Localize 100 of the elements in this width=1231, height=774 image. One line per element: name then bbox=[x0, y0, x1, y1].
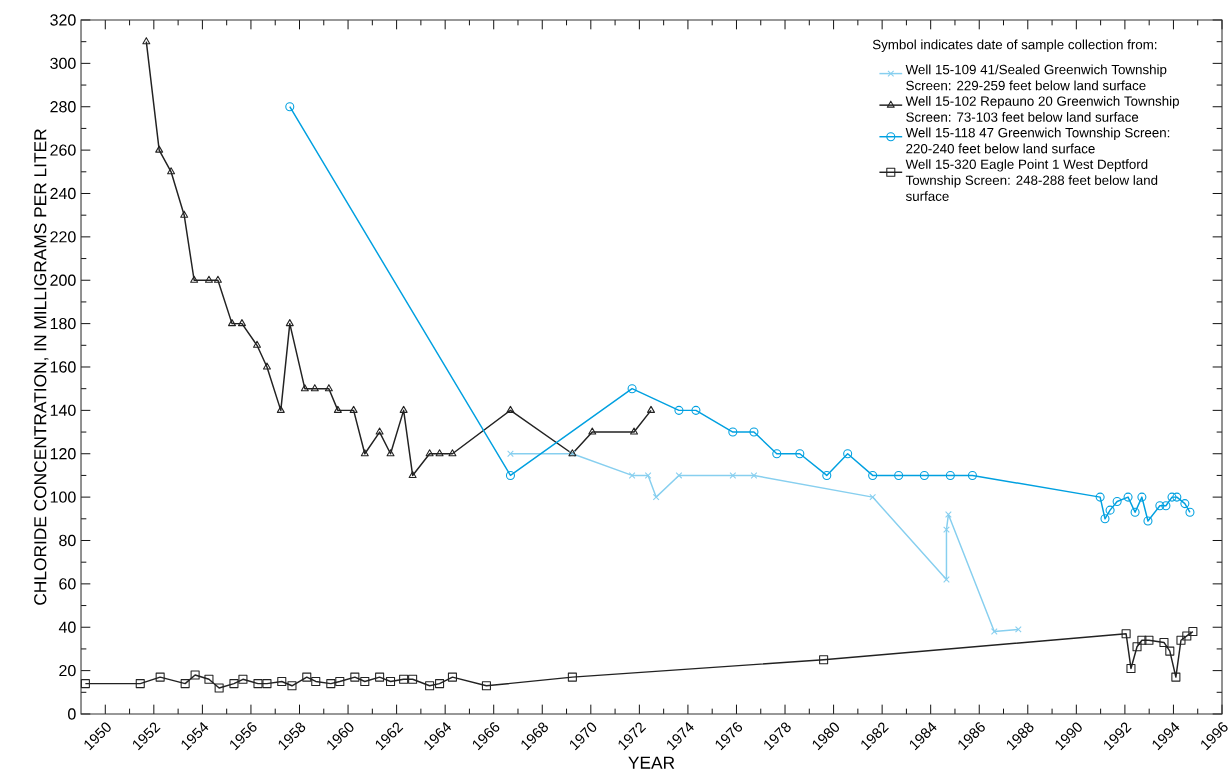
point bbox=[1132, 642, 1142, 652]
point bbox=[506, 405, 515, 413]
point bbox=[691, 405, 701, 415]
point bbox=[843, 449, 853, 459]
point bbox=[190, 670, 200, 680]
point bbox=[1095, 492, 1105, 502]
point bbox=[1159, 637, 1169, 647]
point bbox=[822, 470, 832, 480]
point bbox=[386, 676, 396, 686]
point bbox=[349, 405, 358, 413]
x-axis-title: YEAR bbox=[628, 756, 675, 769]
point bbox=[238, 674, 248, 684]
point bbox=[302, 672, 312, 682]
point bbox=[1171, 672, 1181, 682]
point bbox=[285, 102, 295, 112]
point bbox=[628, 472, 636, 479]
y-tick-label: 40 bbox=[58, 621, 76, 633]
point bbox=[335, 676, 345, 686]
point bbox=[204, 275, 213, 283]
point bbox=[276, 405, 285, 413]
point bbox=[675, 472, 683, 479]
point bbox=[425, 681, 435, 691]
point bbox=[728, 427, 738, 437]
point bbox=[447, 672, 457, 682]
point bbox=[481, 681, 491, 691]
point bbox=[652, 493, 660, 501]
point bbox=[1100, 514, 1110, 524]
y-tick-label: 280 bbox=[50, 101, 76, 113]
point bbox=[630, 427, 639, 435]
legend-title: Symbol indicates date of sample collection from: bbox=[872, 39, 1157, 52]
point bbox=[943, 526, 950, 534]
y-tick-label: 240 bbox=[50, 187, 76, 200]
point bbox=[627, 384, 637, 394]
point bbox=[588, 427, 597, 435]
point bbox=[749, 427, 759, 437]
point bbox=[1165, 646, 1175, 656]
point bbox=[819, 655, 829, 665]
point bbox=[300, 384, 309, 392]
point bbox=[795, 449, 805, 459]
point bbox=[311, 676, 321, 686]
point bbox=[262, 362, 271, 370]
y-tick-label: 120 bbox=[50, 448, 76, 460]
point bbox=[1121, 629, 1131, 639]
point bbox=[214, 683, 224, 693]
point bbox=[674, 405, 684, 415]
point bbox=[237, 319, 246, 327]
point bbox=[919, 470, 929, 480]
point bbox=[190, 275, 199, 283]
point bbox=[228, 319, 237, 327]
point bbox=[408, 674, 418, 684]
point bbox=[229, 679, 239, 689]
point bbox=[310, 384, 319, 392]
point bbox=[213, 275, 222, 283]
legend-label: Well 15-102 Repauno 20 Greenwich Township Screen: 73-103 feet below land surface bbox=[905, 96, 1179, 122]
point bbox=[507, 450, 514, 458]
point bbox=[155, 145, 164, 153]
point bbox=[408, 470, 417, 478]
point bbox=[399, 405, 408, 413]
point bbox=[1155, 501, 1165, 511]
point bbox=[868, 470, 878, 480]
point bbox=[285, 319, 294, 327]
point bbox=[967, 470, 977, 480]
y-tick-label: 180 bbox=[50, 317, 76, 330]
point bbox=[1105, 505, 1115, 515]
y-tick-label: 100 bbox=[50, 491, 76, 503]
point bbox=[894, 470, 904, 480]
point bbox=[505, 470, 515, 480]
point bbox=[180, 210, 189, 218]
point bbox=[375, 672, 385, 682]
point bbox=[644, 472, 652, 479]
point bbox=[990, 628, 998, 635]
y-tick-label: 140 bbox=[50, 404, 76, 417]
point bbox=[425, 449, 434, 457]
point bbox=[1161, 501, 1171, 511]
point bbox=[253, 340, 262, 348]
point bbox=[750, 472, 758, 479]
y-tick-label: 160 bbox=[50, 361, 76, 373]
y-tick-label: 20 bbox=[59, 664, 76, 677]
legend-label: Well 15-109 41/Sealed Greenwich Township Screen: 229-259 feet below land surface bbox=[905, 64, 1167, 91]
point bbox=[1188, 627, 1198, 637]
point bbox=[324, 384, 333, 392]
y-tick-label: 220 bbox=[50, 231, 76, 243]
point bbox=[1112, 496, 1122, 506]
y-tick-label: 200 bbox=[50, 274, 76, 286]
point bbox=[1176, 635, 1186, 645]
point bbox=[80, 679, 90, 689]
point bbox=[1172, 492, 1182, 502]
point bbox=[448, 449, 457, 457]
point bbox=[1180, 499, 1190, 509]
point bbox=[1144, 635, 1154, 645]
legend-label: Well 15-118 47 Greenwich Township Screen: 220-240 feet below land surface bbox=[905, 127, 1170, 154]
y-tick-label: 0 bbox=[68, 708, 76, 720]
point bbox=[180, 679, 190, 689]
y-tick-label: 300 bbox=[50, 57, 76, 70]
point bbox=[1167, 492, 1177, 502]
point bbox=[277, 676, 287, 686]
point bbox=[869, 493, 877, 501]
point bbox=[142, 37, 151, 45]
point bbox=[435, 449, 444, 457]
point bbox=[375, 427, 384, 435]
